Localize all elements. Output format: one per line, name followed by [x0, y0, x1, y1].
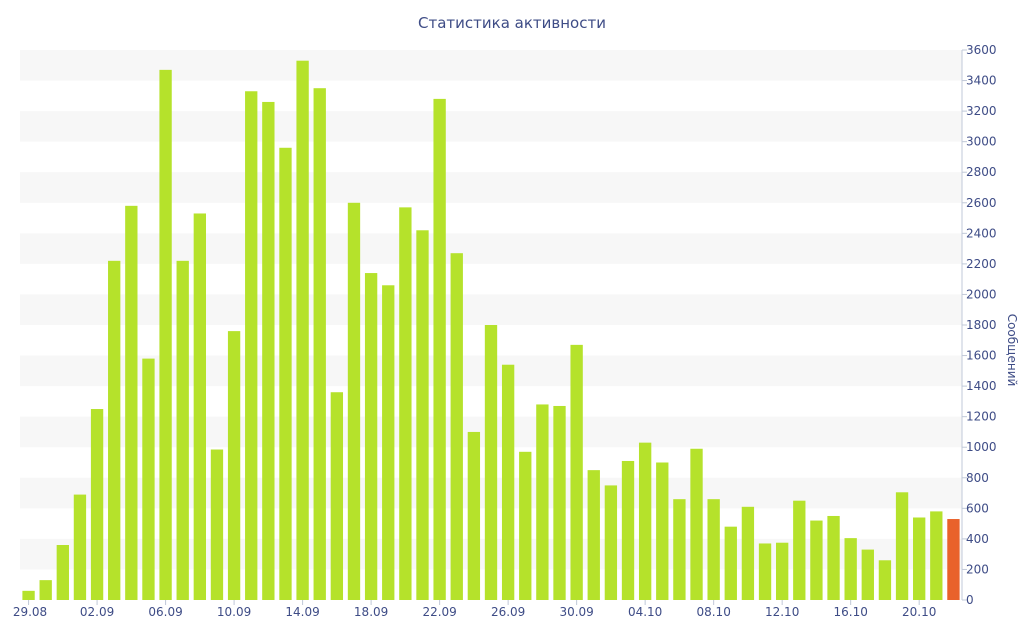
y-tick-label: 3400 — [966, 74, 997, 88]
bar — [587, 470, 600, 600]
bar — [39, 580, 52, 600]
x-tick-label: 12.10 — [765, 605, 799, 619]
bar — [553, 405, 566, 600]
bar — [570, 344, 583, 600]
bar — [673, 499, 686, 600]
bar — [193, 213, 207, 600]
x-axis-ticks: 29.08 02.09 06.09 10.09 14.09 18.09 22.09 26.09… — [13, 600, 936, 619]
bar — [262, 101, 275, 600]
bar — [707, 499, 720, 600]
bar — [484, 325, 498, 600]
y-tick-label: 1200 — [966, 410, 997, 424]
y-tick-label: 600 — [966, 501, 989, 515]
x-tick-label: 26.09 — [491, 605, 525, 619]
grid-band — [20, 172, 962, 203]
y-tick-label: 1000 — [966, 440, 997, 454]
y-tick-label: 2200 — [966, 257, 997, 271]
bar — [604, 485, 618, 600]
y-tick-label: 0 — [966, 593, 974, 607]
bar — [844, 538, 857, 600]
bar — [621, 460, 635, 600]
bar — [382, 285, 395, 600]
bar — [22, 590, 35, 600]
x-tick-label: 20.10 — [902, 605, 936, 619]
bar — [810, 520, 823, 600]
bar — [364, 273, 378, 600]
bar — [227, 331, 241, 600]
x-tick-label: 04.10 — [628, 605, 662, 619]
y-tick-label: 2800 — [966, 165, 997, 179]
bar — [827, 515, 840, 600]
y-axis-title: Сообщений — [1005, 314, 1019, 387]
y-tick-label: 1800 — [966, 318, 997, 332]
grid-band — [20, 111, 962, 142]
bar — [895, 492, 909, 600]
y-tick-label: 3600 — [966, 43, 997, 57]
x-tick-label: 18.09 — [354, 605, 388, 619]
y-tick-label: 3200 — [966, 104, 997, 118]
x-tick-label: 30.09 — [559, 605, 593, 619]
bar — [90, 409, 104, 600]
x-tick-label: 22.09 — [422, 605, 456, 619]
bar — [638, 442, 652, 600]
x-tick-label: 08.10 — [696, 605, 730, 619]
x-tick-label: 16.10 — [833, 605, 867, 619]
bar — [758, 543, 772, 600]
grid-band — [20, 50, 962, 81]
bar — [73, 494, 87, 600]
bar — [279, 147, 292, 600]
chart-title: Статистика активности — [418, 14, 606, 32]
bar — [296, 60, 309, 600]
y-tick-label: 1400 — [966, 379, 997, 393]
bar — [793, 500, 806, 600]
grid-band — [20, 233, 962, 264]
y-axis-ticks: 0 200 400 600 800 1000 1200 1400 1600 1800 2000 220… — [962, 43, 997, 607]
bar — [536, 404, 549, 600]
bar-series — [22, 60, 960, 601]
bar — [519, 451, 532, 600]
x-tick-label: 10.09 — [217, 605, 251, 619]
bar — [142, 358, 155, 600]
x-tick-label: 29.08 — [13, 605, 47, 619]
bar — [467, 431, 481, 600]
x-tick-label: 14.09 — [285, 605, 319, 619]
bar — [313, 88, 326, 600]
bar — [125, 205, 138, 601]
bar — [501, 364, 515, 600]
bar — [656, 462, 669, 600]
bar — [947, 519, 960, 600]
bar — [775, 542, 789, 600]
bar — [690, 448, 703, 600]
y-tick-label: 800 — [966, 471, 989, 485]
bar — [930, 511, 943, 600]
bar — [433, 98, 446, 600]
bar — [176, 260, 189, 600]
y-tick-label: 3000 — [966, 135, 997, 149]
bar — [210, 449, 224, 600]
bar — [913, 517, 926, 600]
bar — [245, 91, 258, 600]
bar — [450, 253, 463, 600]
bar — [878, 560, 892, 600]
bar — [861, 549, 874, 600]
y-tick-label: 2000 — [966, 287, 997, 301]
bar — [347, 202, 361, 600]
bar — [108, 260, 121, 600]
y-tick-label: 1600 — [966, 349, 997, 363]
bar — [330, 392, 344, 600]
bar — [741, 506, 755, 600]
x-tick-label: 06.09 — [148, 605, 182, 619]
bar — [724, 526, 737, 600]
y-tick-label: 400 — [966, 532, 989, 546]
y-tick-label: 2600 — [966, 196, 997, 210]
bar — [56, 545, 69, 600]
y-tick-label: 200 — [966, 562, 989, 576]
bar — [416, 230, 429, 600]
bar — [159, 69, 172, 601]
y-tick-label: 2400 — [966, 226, 997, 240]
bar — [399, 207, 412, 600]
x-tick-label: 02.09 — [80, 605, 114, 619]
